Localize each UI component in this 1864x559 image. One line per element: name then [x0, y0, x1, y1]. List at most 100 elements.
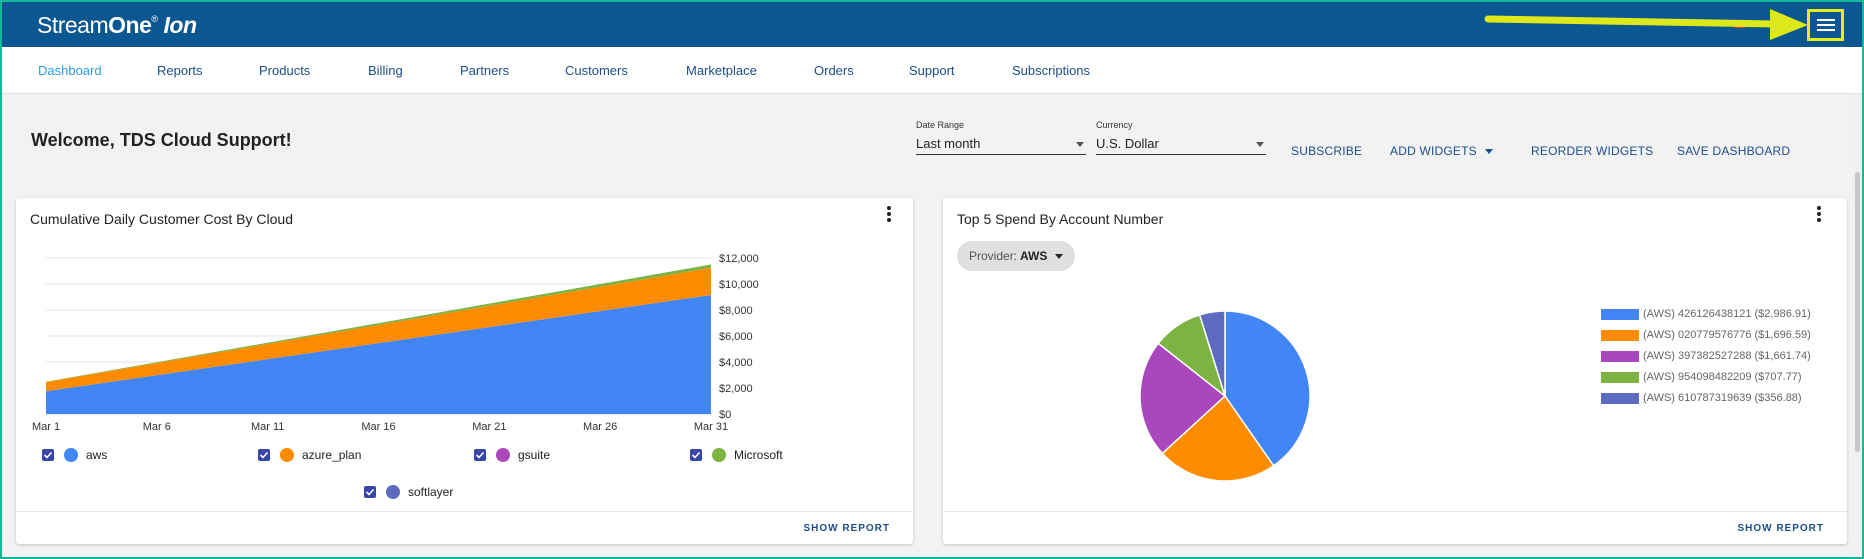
pie-legend-item[interactable]: (AWS) 954098482209 ($707.77) [1601, 371, 1802, 383]
logo-text-one: One [108, 12, 152, 38]
widget-footer: SHOW REPORT [16, 511, 913, 544]
nav-orders[interactable]: Orders [814, 63, 854, 78]
legend-label: gsuite [518, 448, 551, 462]
logo-registered-mark: ® [151, 14, 158, 24]
reorder-widgets-button[interactable]: REORDER WIDGETS [1531, 144, 1654, 158]
pie-legend-item[interactable]: (AWS) 610787319639 ($356.88) [1601, 392, 1802, 404]
pie-slice[interactable] [1139, 342, 1227, 455]
legend-swatch [1601, 329, 1639, 341]
nav-reports[interactable]: Reports [157, 63, 203, 78]
area-series-aws [46, 295, 711, 414]
widget-top-spend: Top 5 Spend By Account Number Provider: … [943, 198, 1847, 544]
page-scrollbar[interactable] [1853, 94, 1862, 557]
nav-products[interactable]: Products [259, 63, 311, 78]
legend-item-softlayer[interactable]: softlayer [364, 485, 453, 499]
series-color-dot [496, 448, 510, 462]
legend-item-microsoft[interactable]: Microsoft [690, 448, 783, 462]
hamburger-menu-icon [1816, 19, 1835, 31]
legend-swatch [1601, 308, 1639, 320]
scrollbar-thumb[interactable] [1855, 172, 1860, 452]
y-tick-label: $6,000 [719, 331, 753, 343]
y-tick-label: $12,000 [719, 253, 759, 265]
currency-value: U.S. Dollar [1096, 136, 1159, 151]
date-range-value: Last month [916, 136, 981, 151]
nav-subscriptions[interactable]: Subscriptions [1012, 63, 1091, 78]
x-tick-label: Mar 16 [361, 421, 395, 433]
y-axis: $0 $2,000 $4,000 $6,000 $8,000 $10,000 $12,000 [719, 253, 759, 421]
x-tick-label: Mar 6 [143, 421, 171, 433]
pie-slice[interactable] [1161, 394, 1275, 482]
date-range-label: Date Range [916, 120, 965, 130]
pie-legend-label: (AWS) 954098482209 ($707.77) [1643, 371, 1802, 383]
legend-label: azure_plan [302, 448, 362, 462]
legend-label: aws [86, 448, 108, 462]
x-tick-label: Mar 21 [472, 421, 506, 433]
widget-title: Top 5 Spend By Account Number [957, 211, 1164, 227]
hamburger-menu-button[interactable] [1807, 9, 1844, 41]
series-color-dot [712, 448, 726, 462]
welcome-heading: Welcome, TDS Cloud Support! [31, 130, 292, 150]
show-report-link[interactable]: SHOW REPORT [803, 523, 890, 534]
pie-legend-label: (AWS) 426126438121 ($2,986.91) [1643, 308, 1811, 320]
area-series-azure-plan [46, 267, 711, 392]
area-series-microsoft [46, 264, 711, 383]
y-tick-label: $0 [719, 409, 731, 421]
pie-chart [1139, 310, 1311, 482]
currency-select[interactable]: U.S. Dollar [1096, 133, 1266, 155]
checkbox-checked-icon[interactable] [474, 449, 486, 461]
save-dashboard-button[interactable]: SAVE DASHBOARD [1677, 144, 1791, 158]
provider-filter-chip[interactable]: Provider: AWS [957, 241, 1076, 271]
main-nav: Dashboard Reports Products Billing Partn… [2, 47, 1862, 94]
series-color-dot [64, 448, 78, 462]
provider-value: AWS [1020, 249, 1048, 263]
nav-partners[interactable]: Partners [460, 63, 510, 78]
logo[interactable]: StreamOne® Ion [37, 12, 197, 39]
checkbox-checked-icon[interactable] [42, 449, 54, 461]
pie-legend-item[interactable]: (AWS) 020779576776 ($1,696.59) [1601, 329, 1811, 341]
widget-cumulative-cost: Cumulative Daily Customer Cost By Cloud … [16, 198, 913, 544]
pie-legend-label: (AWS) 020779576776 ($1,696.59) [1643, 329, 1811, 341]
more-options-icon[interactable] [1816, 206, 1822, 222]
more-options-icon[interactable] [886, 206, 892, 222]
legend-swatch [1601, 350, 1639, 362]
checkbox-checked-icon[interactable] [364, 486, 376, 498]
legend-item-gsuite[interactable]: gsuite [474, 448, 550, 462]
series-color-dot [280, 448, 294, 462]
logo-text-stream: Stream [37, 12, 109, 38]
legend-swatch [1601, 371, 1639, 383]
date-range-select[interactable]: Last month [916, 133, 1086, 155]
nav-support[interactable]: Support [909, 63, 955, 78]
legend-item-aws[interactable]: aws [42, 448, 107, 462]
nav-marketplace[interactable]: Marketplace [686, 63, 757, 78]
pie-slices [1139, 310, 1311, 482]
y-tick-label: $2,000 [719, 383, 753, 395]
checkbox-checked-icon[interactable] [258, 449, 270, 461]
legend-label: softlayer [408, 485, 454, 499]
show-report-link[interactable]: SHOW REPORT [1737, 523, 1824, 534]
pie-slice[interactable] [1198, 310, 1226, 397]
y-tick-label: $10,000 [719, 279, 759, 291]
widget-title: Cumulative Daily Customer Cost By Cloud [30, 211, 293, 227]
logo-text-ion: Ion [163, 12, 198, 38]
nav-dashboard[interactable]: Dashboard [38, 63, 102, 78]
checkbox-checked-icon[interactable] [690, 449, 702, 461]
pie-legend-item[interactable]: (AWS) 426126438121 ($2,986.91) [1601, 308, 1811, 320]
legend-swatch [1601, 392, 1639, 404]
chevron-down-icon [1076, 142, 1084, 147]
x-tick-label: Mar 26 [583, 421, 617, 433]
top-bar: StreamOne® Ion [2, 2, 1862, 47]
series-color-dot [386, 485, 400, 499]
notification-indicator [1734, 22, 1746, 28]
y-tick-label: $8,000 [719, 305, 753, 317]
subscribe-button[interactable]: SUBSCRIBE [1291, 144, 1363, 158]
pie-slice[interactable] [1224, 310, 1311, 467]
x-tick-label: Mar 11 [251, 421, 284, 433]
legend-item-azure-plan[interactable]: azure_plan [258, 448, 361, 462]
nav-billing[interactable]: Billing [368, 63, 403, 78]
add-widgets-label: ADD WIDGETS [1390, 144, 1477, 158]
add-widgets-button[interactable]: ADD WIDGETS [1390, 144, 1493, 158]
pie-legend-item[interactable]: (AWS) 397382527288 ($1,661.74) [1601, 350, 1811, 362]
area-chart: $0 $2,000 $4,000 $6,000 $8,000 $10,000 $12,000… [32, 253, 759, 433]
nav-customers[interactable]: Customers [565, 63, 628, 78]
x-tick-label: Mar 31 [694, 421, 728, 433]
